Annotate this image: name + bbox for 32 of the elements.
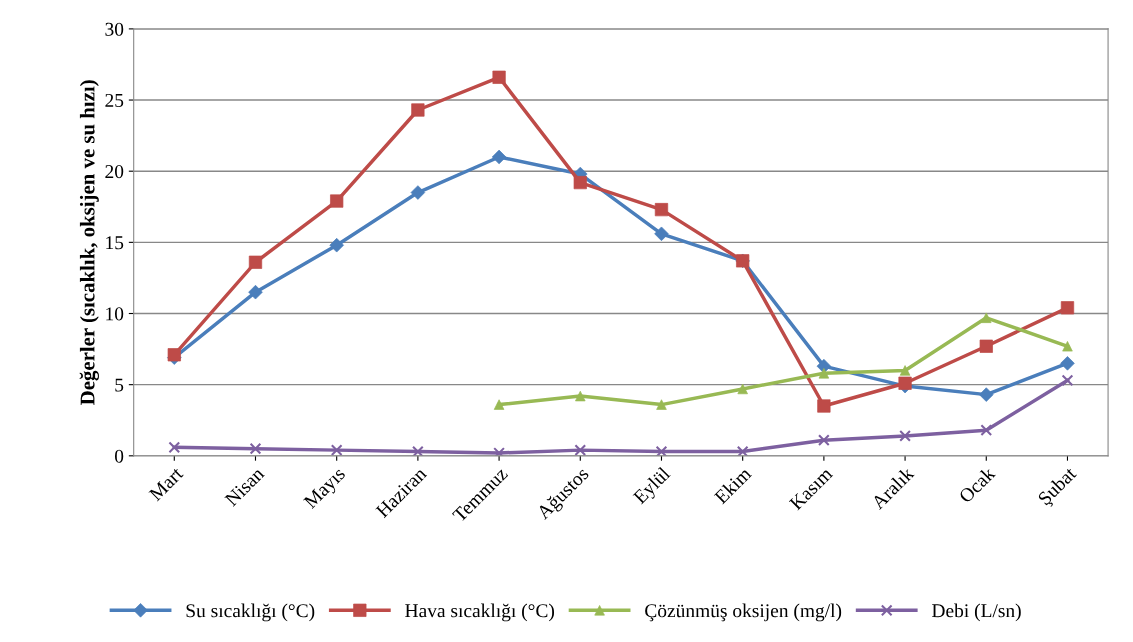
point [574, 444, 587, 456]
x-tick-label: Mart [148, 466, 184, 502]
point [817, 434, 830, 447]
point [1060, 301, 1075, 315]
point [573, 175, 587, 190]
point [411, 445, 424, 456]
y-tick-label: 0 [114, 449, 124, 463]
point [168, 441, 181, 454]
point [899, 430, 911, 442]
point [330, 194, 344, 208]
y-axis-title: Değerler (sıcaklık, oksijen ve su hızı) [79, 80, 99, 405]
point [655, 445, 668, 456]
legend-label: Debi (L/sn) [932, 603, 1021, 622]
x-tick-label: Ocak [957, 465, 996, 504]
y-tick-label: 30 [105, 22, 124, 36]
y-tick-label: 10 [106, 307, 124, 321]
y-tick-label: 5 [115, 378, 124, 392]
y-tick-label: 20 [105, 165, 124, 179]
y-tick-label: 25 [105, 93, 124, 107]
legend-label: Çözünmüş oksijen (mg/l) [645, 603, 842, 622]
point [979, 339, 993, 353]
point [980, 424, 993, 437]
point [248, 284, 263, 300]
point [330, 444, 343, 456]
y-tick-label: 15 [106, 236, 124, 250]
legend-label: Su sıcaklığı (°C) [186, 603, 315, 622]
point [654, 226, 669, 242]
point [1061, 374, 1074, 387]
legend-label: Hava sıcaklığı (°C) [405, 603, 555, 622]
point [736, 445, 749, 456]
point [249, 442, 262, 455]
point [493, 447, 505, 456]
